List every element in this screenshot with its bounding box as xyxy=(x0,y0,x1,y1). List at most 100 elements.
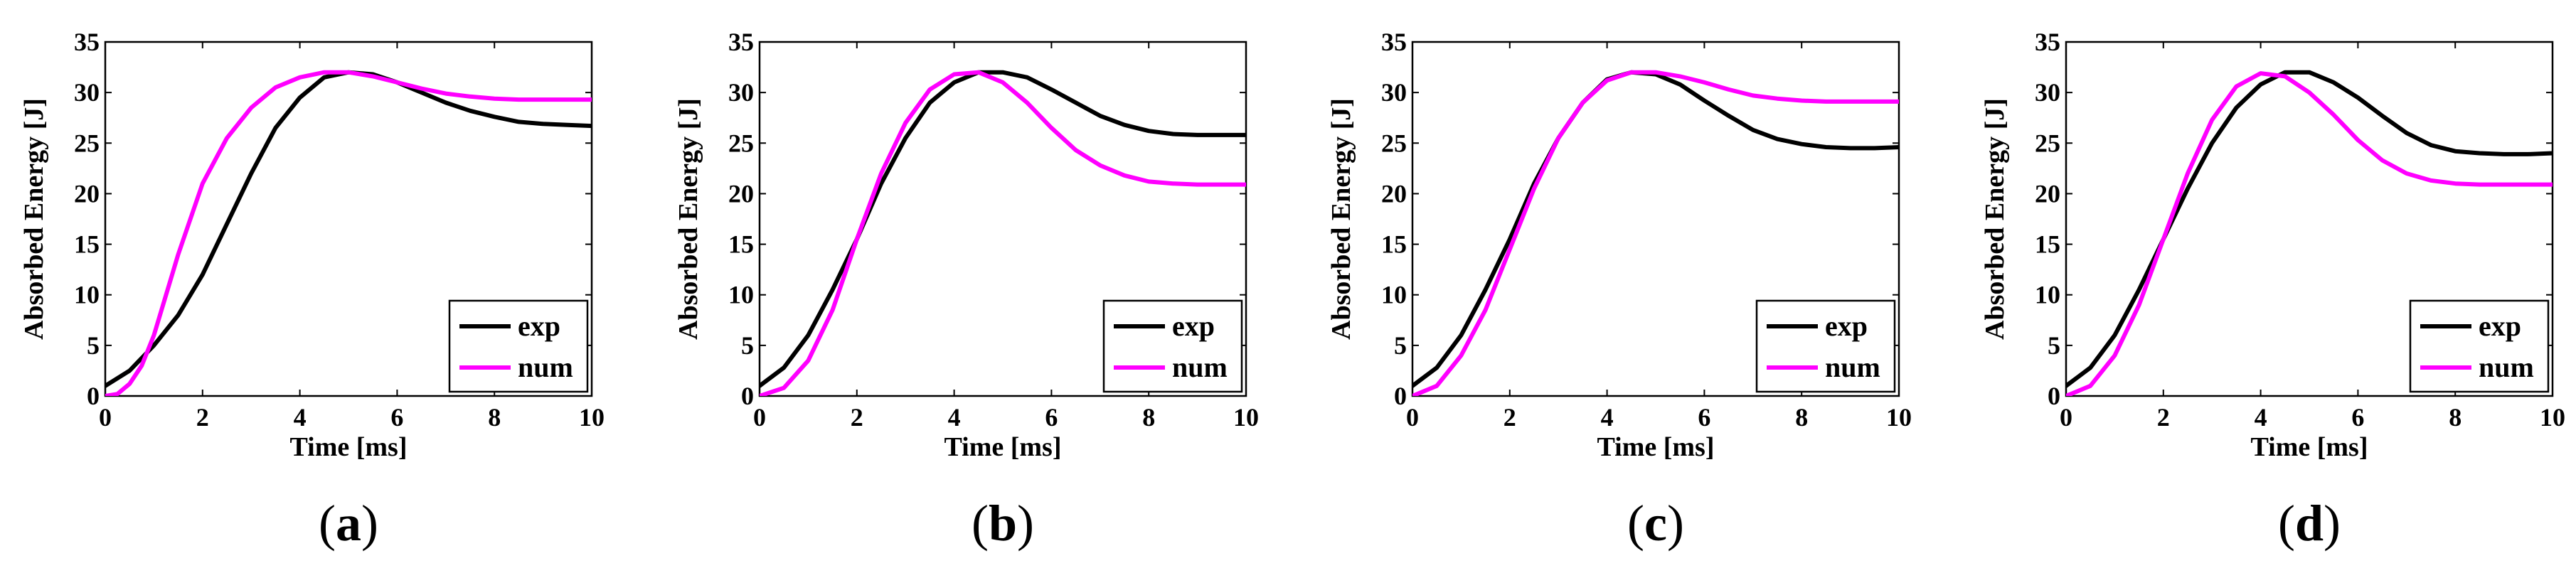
y-tick-label: 5 xyxy=(1394,331,1407,360)
y-tick-label: 20 xyxy=(74,179,100,208)
x-axis-label: Time [ms] xyxy=(1597,432,1715,462)
y-tick-label: 25 xyxy=(728,129,754,157)
panel-label-open: ( xyxy=(1627,495,1644,552)
y-tick-label: 25 xyxy=(2035,129,2060,157)
x-tick-label: 4 xyxy=(294,403,307,432)
series-line-exp xyxy=(2066,70,2553,388)
panel-a: 0 2 4 6 8 10 0 5 10 15 20 25 30 35 Time [ms] Absorbed E… xyxy=(19,28,605,552)
panel-label-open: ( xyxy=(2278,495,2295,552)
y-axis-label: Absorbed Energy [J] xyxy=(19,98,49,340)
x-tick-label: 6 xyxy=(2351,403,2364,432)
y-tick-label: 15 xyxy=(74,230,100,259)
panel-label: (d) xyxy=(2278,495,2341,552)
legend-label-exp: exp xyxy=(1825,310,1868,342)
y-tick-label: 10 xyxy=(728,281,754,309)
x-tick-label: 2 xyxy=(196,403,209,432)
y-tick-label: 0 xyxy=(1394,382,1407,410)
y-tick-label: 20 xyxy=(1381,179,1407,208)
x-tick-label: 6 xyxy=(390,403,403,432)
legend-label-exp: exp xyxy=(2479,310,2521,342)
y-tick-label: 0 xyxy=(2048,382,2060,410)
y-tick-label: 25 xyxy=(74,129,100,157)
legend-box xyxy=(448,299,589,393)
x-tick-label: 10 xyxy=(1886,403,1912,432)
panel-b: 0 2 4 6 8 10 0 5 10 15 20 25 30 35 Time [ms] Absorbed E… xyxy=(674,28,1259,552)
y-tick-label: 35 xyxy=(1381,28,1407,56)
x-tick-label: 4 xyxy=(2255,403,2267,432)
y-tick-label: 20 xyxy=(2035,179,2060,208)
y-axis-label: Absorbed Energy [J] xyxy=(1326,98,1356,340)
y-tick-label: 35 xyxy=(2035,28,2060,56)
y-tick-label: 30 xyxy=(728,78,754,107)
x-tick-label: 0 xyxy=(2060,403,2072,432)
y-tick-label: 5 xyxy=(2048,331,2060,360)
x-tick-label: 2 xyxy=(1503,403,1516,432)
legend-label-exp: exp xyxy=(518,310,560,342)
y-tick-label: 15 xyxy=(728,230,754,259)
x-tick-label: 0 xyxy=(753,403,766,432)
panel-d: 0 2 4 6 8 10 0 5 10 15 20 25 30 35 Time [ms] Absorbed E… xyxy=(1980,28,2565,552)
plot-frame xyxy=(2065,41,2554,397)
y-tick-label: 5 xyxy=(87,331,100,360)
legend-box xyxy=(1755,299,1896,393)
panel-label-letter: d xyxy=(2295,495,2324,552)
y-tick-label: 25 xyxy=(1381,129,1407,157)
y-tick-label: 35 xyxy=(728,28,754,56)
x-axis-label: Time [ms] xyxy=(944,432,1062,462)
legend-label-num: num xyxy=(2479,351,2534,383)
x-tick-label: 10 xyxy=(2540,403,2565,432)
panel-label-open: ( xyxy=(319,495,336,552)
y-tick-label: 30 xyxy=(2035,78,2060,107)
y-tick-label: 35 xyxy=(74,28,100,56)
x-tick-label: 2 xyxy=(851,403,863,432)
y-tick-label: 15 xyxy=(1381,230,1407,259)
panel-label-letter: b xyxy=(989,495,1017,552)
x-tick-label: 8 xyxy=(1142,403,1155,432)
y-axis-label: Absorbed Energy [J] xyxy=(674,98,703,340)
series-line-num xyxy=(2066,71,2553,396)
x-tick-label: 8 xyxy=(488,403,501,432)
series-line-num xyxy=(760,70,1246,396)
y-tick-label: 5 xyxy=(741,331,754,360)
x-axis-label: Time [ms] xyxy=(290,432,408,462)
y-tick-label: 0 xyxy=(87,382,100,410)
legend-label-num: num xyxy=(1172,351,1228,383)
plot-frame xyxy=(104,41,593,397)
plot-frame xyxy=(1411,41,1900,397)
panel-c: 0 2 4 6 8 10 0 5 10 15 20 25 30 35 Time [ms] Absorbed E… xyxy=(1326,28,1912,552)
panel-label-close: ) xyxy=(1017,495,1034,552)
y-tick-label: 30 xyxy=(1381,78,1407,107)
x-tick-label: 4 xyxy=(948,403,961,432)
panel-label-close: ) xyxy=(1667,495,1684,552)
series-line-num xyxy=(1412,70,1899,396)
legend-box xyxy=(1102,299,1243,393)
y-tick-label: 0 xyxy=(741,382,754,410)
x-tick-label: 2 xyxy=(2157,403,2170,432)
legend-box xyxy=(2409,299,2550,393)
x-tick-label: 0 xyxy=(1406,403,1419,432)
x-tick-label: 0 xyxy=(99,403,112,432)
panel-label-close: ) xyxy=(2324,495,2341,552)
x-tick-label: 8 xyxy=(2449,403,2461,432)
x-tick-label: 6 xyxy=(1045,403,1058,432)
panel-label-letter: c xyxy=(1644,495,1667,552)
y-tick-label: 15 xyxy=(2035,230,2060,259)
x-axis-label: Time [ms] xyxy=(2251,432,2368,462)
panel-label-letter: a xyxy=(336,495,361,552)
x-tick-label: 10 xyxy=(579,403,605,432)
panel-label: (b) xyxy=(972,495,1034,552)
plot-frame xyxy=(758,41,1247,397)
panel-label-open: ( xyxy=(972,495,989,552)
legend-label-exp: exp xyxy=(1172,310,1215,342)
y-tick-label: 10 xyxy=(74,281,100,309)
y-tick-label: 10 xyxy=(2035,281,2060,309)
x-tick-label: 10 xyxy=(1233,403,1259,432)
x-tick-label: 4 xyxy=(1601,403,1614,432)
legend-label-num: num xyxy=(518,351,573,383)
panel-label-close: ) xyxy=(361,495,378,552)
panel-label: (c) xyxy=(1627,495,1684,552)
x-tick-label: 6 xyxy=(1698,403,1710,432)
y-axis-label: Absorbed Energy [J] xyxy=(1980,98,2010,340)
x-tick-label: 8 xyxy=(1795,403,1808,432)
